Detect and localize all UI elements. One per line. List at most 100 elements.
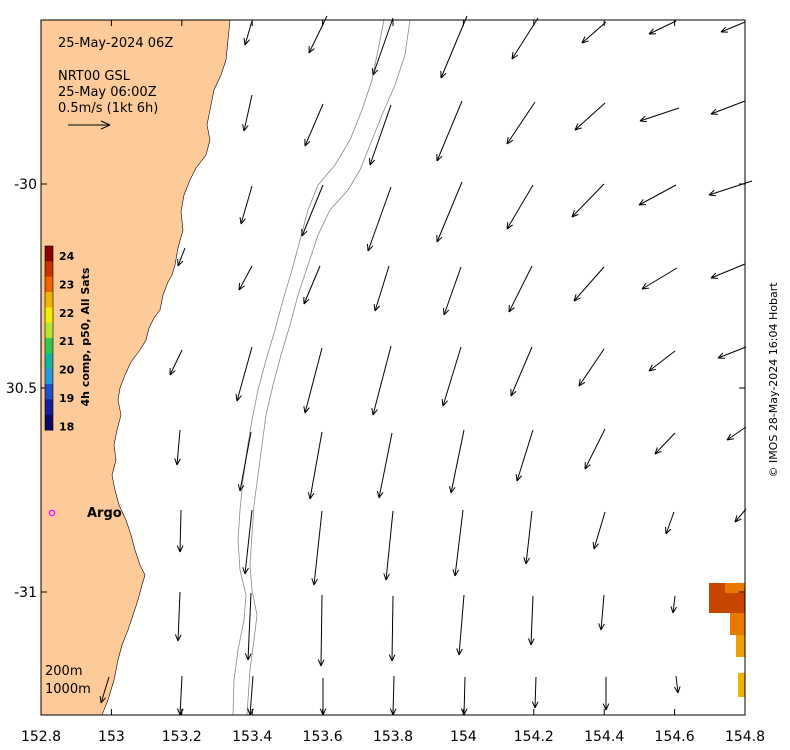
- colorbar-segment: [45, 276, 53, 293]
- colorbar-segment: [45, 246, 53, 262]
- x-tick-label: 153.8: [373, 729, 413, 745]
- current-arrow: [571, 183, 605, 218]
- current-arrow: [717, 346, 747, 359]
- colorbar-title: 4h comp, p50, All Sats: [79, 267, 92, 406]
- credit-text: © IMOS 28-May-2024 16:04 Hobart: [767, 282, 780, 478]
- current-arrow: [239, 185, 253, 225]
- colorbar-segment: [45, 322, 53, 339]
- current-arrow: [383, 510, 394, 581]
- colorbar-tick: 18: [59, 420, 74, 433]
- current-arrow: [303, 347, 323, 414]
- current-arrow: [506, 101, 536, 145]
- colorbar-tick: 22: [59, 307, 74, 320]
- y-tick-label: -30: [14, 177, 37, 193]
- x-tick-label: 152.8: [21, 729, 61, 745]
- current-arrow: [460, 676, 468, 716]
- coastline-land: [40, 19, 231, 716]
- y-axis-labels: -30 30.5 -31: [6, 177, 37, 601]
- argo-label: Argo: [87, 506, 122, 521]
- current-arrow: [581, 21, 607, 44]
- current-arrow: [578, 348, 605, 387]
- current-arrow: [169, 349, 183, 376]
- argo-marker[interactable]: [48, 509, 56, 517]
- colorbar-tick-labels: 24 23 22 21 20 19 18: [59, 250, 75, 433]
- current-arrow: [311, 510, 323, 586]
- current-arrow: [654, 432, 676, 455]
- current-vectors: [99, 15, 753, 716]
- current-arrow: [301, 184, 324, 237]
- current-arrow: [670, 595, 678, 614]
- x-tick-label: 154.8: [725, 729, 765, 745]
- legend-1000m: 1000m: [45, 682, 91, 697]
- current-arrow: [639, 107, 680, 123]
- current-arrow: [648, 20, 677, 35]
- scale-label: 0.5m/s (1kt 6h): [58, 101, 158, 116]
- current-arrow: [710, 263, 746, 279]
- colorbar-tick: 19: [59, 392, 74, 405]
- colorbar-segment: [45, 261, 53, 278]
- current-arrow: [366, 186, 392, 252]
- contour-1000m: [246, 19, 411, 716]
- current-arrow: [523, 510, 533, 565]
- current-arrow: [573, 266, 605, 302]
- current-arrow: [515, 429, 534, 482]
- colorbar-segment: [45, 353, 53, 370]
- current-arrow: [449, 429, 465, 494]
- colorbar-segment: [45, 292, 53, 308]
- colorbar-tick: 23: [59, 278, 74, 291]
- x-axis-labels: 152.8 153 153.2 153.4 153.6 153.8 154 154.2 154.…: [21, 729, 765, 745]
- current-arrow: [506, 184, 534, 230]
- x-tick-label: 153.4: [232, 729, 272, 745]
- scale-arrow: [68, 120, 111, 130]
- current-arrow: [244, 592, 252, 661]
- sst-colorbar: [44, 245, 54, 431]
- current-arrow: [673, 675, 681, 694]
- x-tick-label: 154.2: [514, 729, 554, 745]
- current-arrow: [641, 267, 678, 290]
- current-arrow: [317, 594, 325, 667]
- current-arrow: [441, 346, 462, 407]
- current-arrow: [176, 509, 184, 553]
- current-arrow: [368, 104, 392, 166]
- current-arrow: [308, 15, 328, 54]
- current-arrow: [307, 431, 323, 500]
- colorbar-segment: [45, 338, 53, 354]
- current-arrow: [440, 15, 468, 79]
- current-arrow: [456, 594, 465, 656]
- product-time: 25-May 06:00Z: [58, 85, 157, 100]
- current-arrow: [242, 509, 253, 575]
- colorbar-segment: [45, 368, 53, 385]
- current-arrow: [373, 265, 390, 312]
- current-arrow: [177, 675, 184, 716]
- x-tick-label: 154.4: [584, 729, 624, 745]
- current-arrow: [238, 265, 253, 291]
- x-tick-label: 154: [450, 729, 477, 745]
- date-title: 25-May-2024 06Z: [58, 36, 173, 51]
- current-arrow: [531, 676, 539, 709]
- current-arrow: [436, 181, 463, 243]
- current-arrow: [304, 103, 324, 147]
- current-arrow: [511, 17, 539, 60]
- legend-200m: 200m: [45, 664, 82, 679]
- product-name: NRT00 GSL: [58, 69, 131, 84]
- current-arrow: [638, 184, 677, 206]
- current-arrow: [584, 428, 606, 470]
- contour-200m: [232, 19, 385, 716]
- current-arrow: [527, 595, 535, 646]
- current-arrow: [592, 511, 606, 550]
- current-arrow: [598, 594, 605, 631]
- x-tick-label: 153.2: [162, 729, 202, 745]
- current-arrow: [436, 100, 463, 162]
- current-arrow: [648, 350, 676, 372]
- current-arrow: [243, 20, 253, 46]
- y-tick-label: -31: [14, 585, 37, 601]
- x-tick-label: 153: [98, 729, 125, 745]
- colorbar-segment: [45, 384, 53, 400]
- current-arrow: [388, 595, 396, 662]
- colorbar-segment: [45, 307, 53, 324]
- current-arrow: [708, 180, 753, 197]
- current-arrow: [452, 509, 464, 577]
- current-arrow: [710, 100, 746, 115]
- current-arrow: [242, 94, 253, 132]
